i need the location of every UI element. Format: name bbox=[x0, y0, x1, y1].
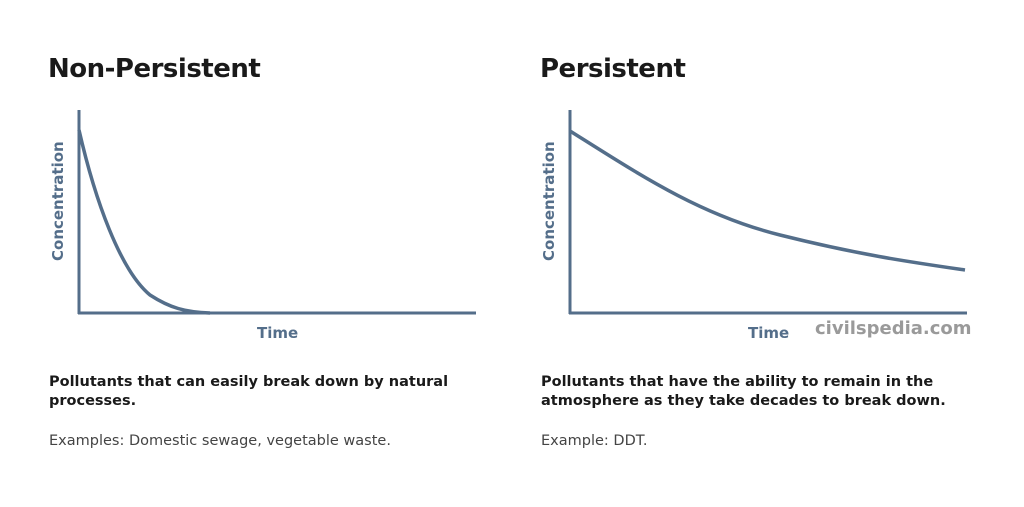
y-axis-label: Concentration bbox=[49, 141, 67, 261]
x-axis-label: Time bbox=[257, 324, 299, 342]
persistent-description: Pollutants that have the ability to rema… bbox=[541, 374, 946, 409]
x-axis-label: Time bbox=[748, 324, 790, 342]
persistent-example: Example: DDT. bbox=[541, 433, 648, 449]
persistent-title: Persistent bbox=[540, 54, 686, 84]
y-axis-label: Concentration bbox=[540, 141, 558, 261]
non-persistent-example: Examples: Domestic sewage, vegetable was… bbox=[49, 433, 391, 449]
persistent-chart bbox=[568, 110, 967, 315]
non-persistent-description: Pollutants that can easily break down by… bbox=[49, 374, 449, 409]
decay-curve bbox=[569, 129, 966, 272]
non-persistent-title: Non-Persistent bbox=[48, 54, 261, 84]
decay-curve bbox=[77, 129, 211, 315]
non-persistent-chart bbox=[77, 110, 476, 315]
watermark: civilspedia.com bbox=[815, 318, 972, 339]
